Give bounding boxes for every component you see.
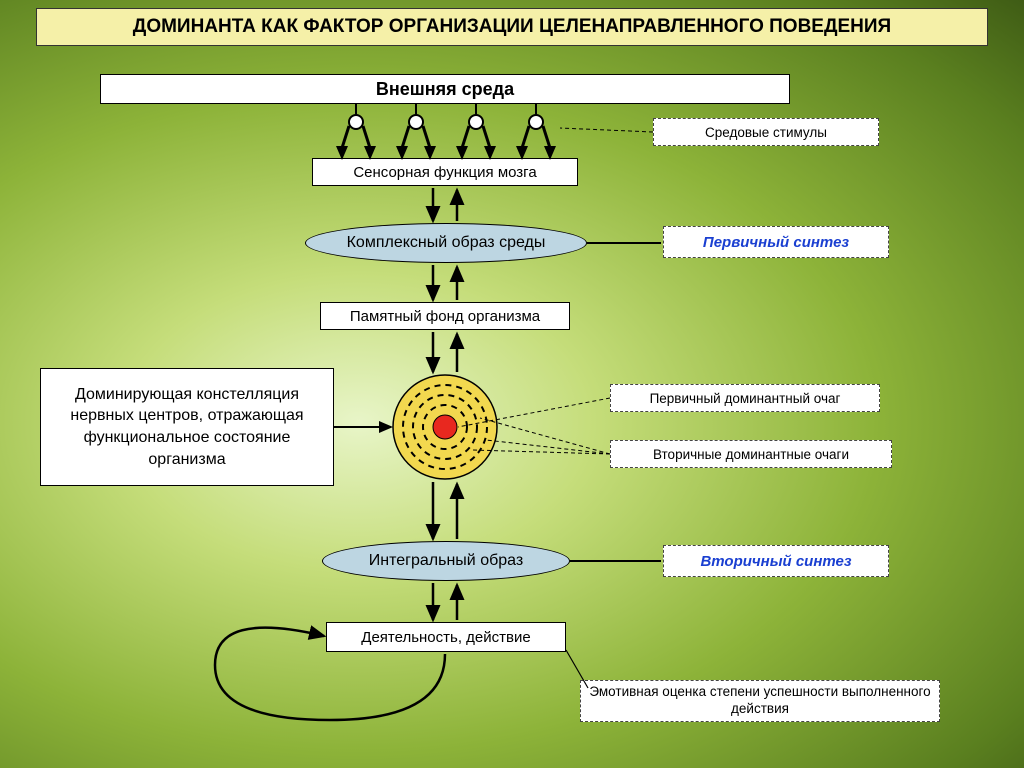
box-activity: Деятельность, действие [326,622,566,652]
ellipse-complex-image: Комплексный образ среды [305,223,587,263]
label-primary-focus: Первичный доминантный очаг [610,384,880,412]
box-constellation: Доминирующая констелляция нервных центро… [40,368,334,486]
box-sensory: Сенсорная функция мозга [312,158,578,186]
label-secondary-foci: Вторичные доминантные очаги [610,440,892,468]
ellipse-integral-image: Интегральный образ [322,541,570,581]
label-emotive-eval: Эмотивная оценка степени успешности выпо… [580,680,940,722]
box-external-env: Внешняя среда [100,74,790,104]
label-secondary-synth: Вторичный синтез [663,545,889,577]
label-primary-synth: Первичный синтез [663,226,889,258]
label-stimuli: Средовые стимулы [653,118,879,146]
diagram-title: ДОМИНАНТА КАК ФАКТОР ОРГАНИЗАЦИИ ЦЕЛЕНАП… [36,8,988,46]
box-memory-fund: Памятный фонд организма [320,302,570,330]
